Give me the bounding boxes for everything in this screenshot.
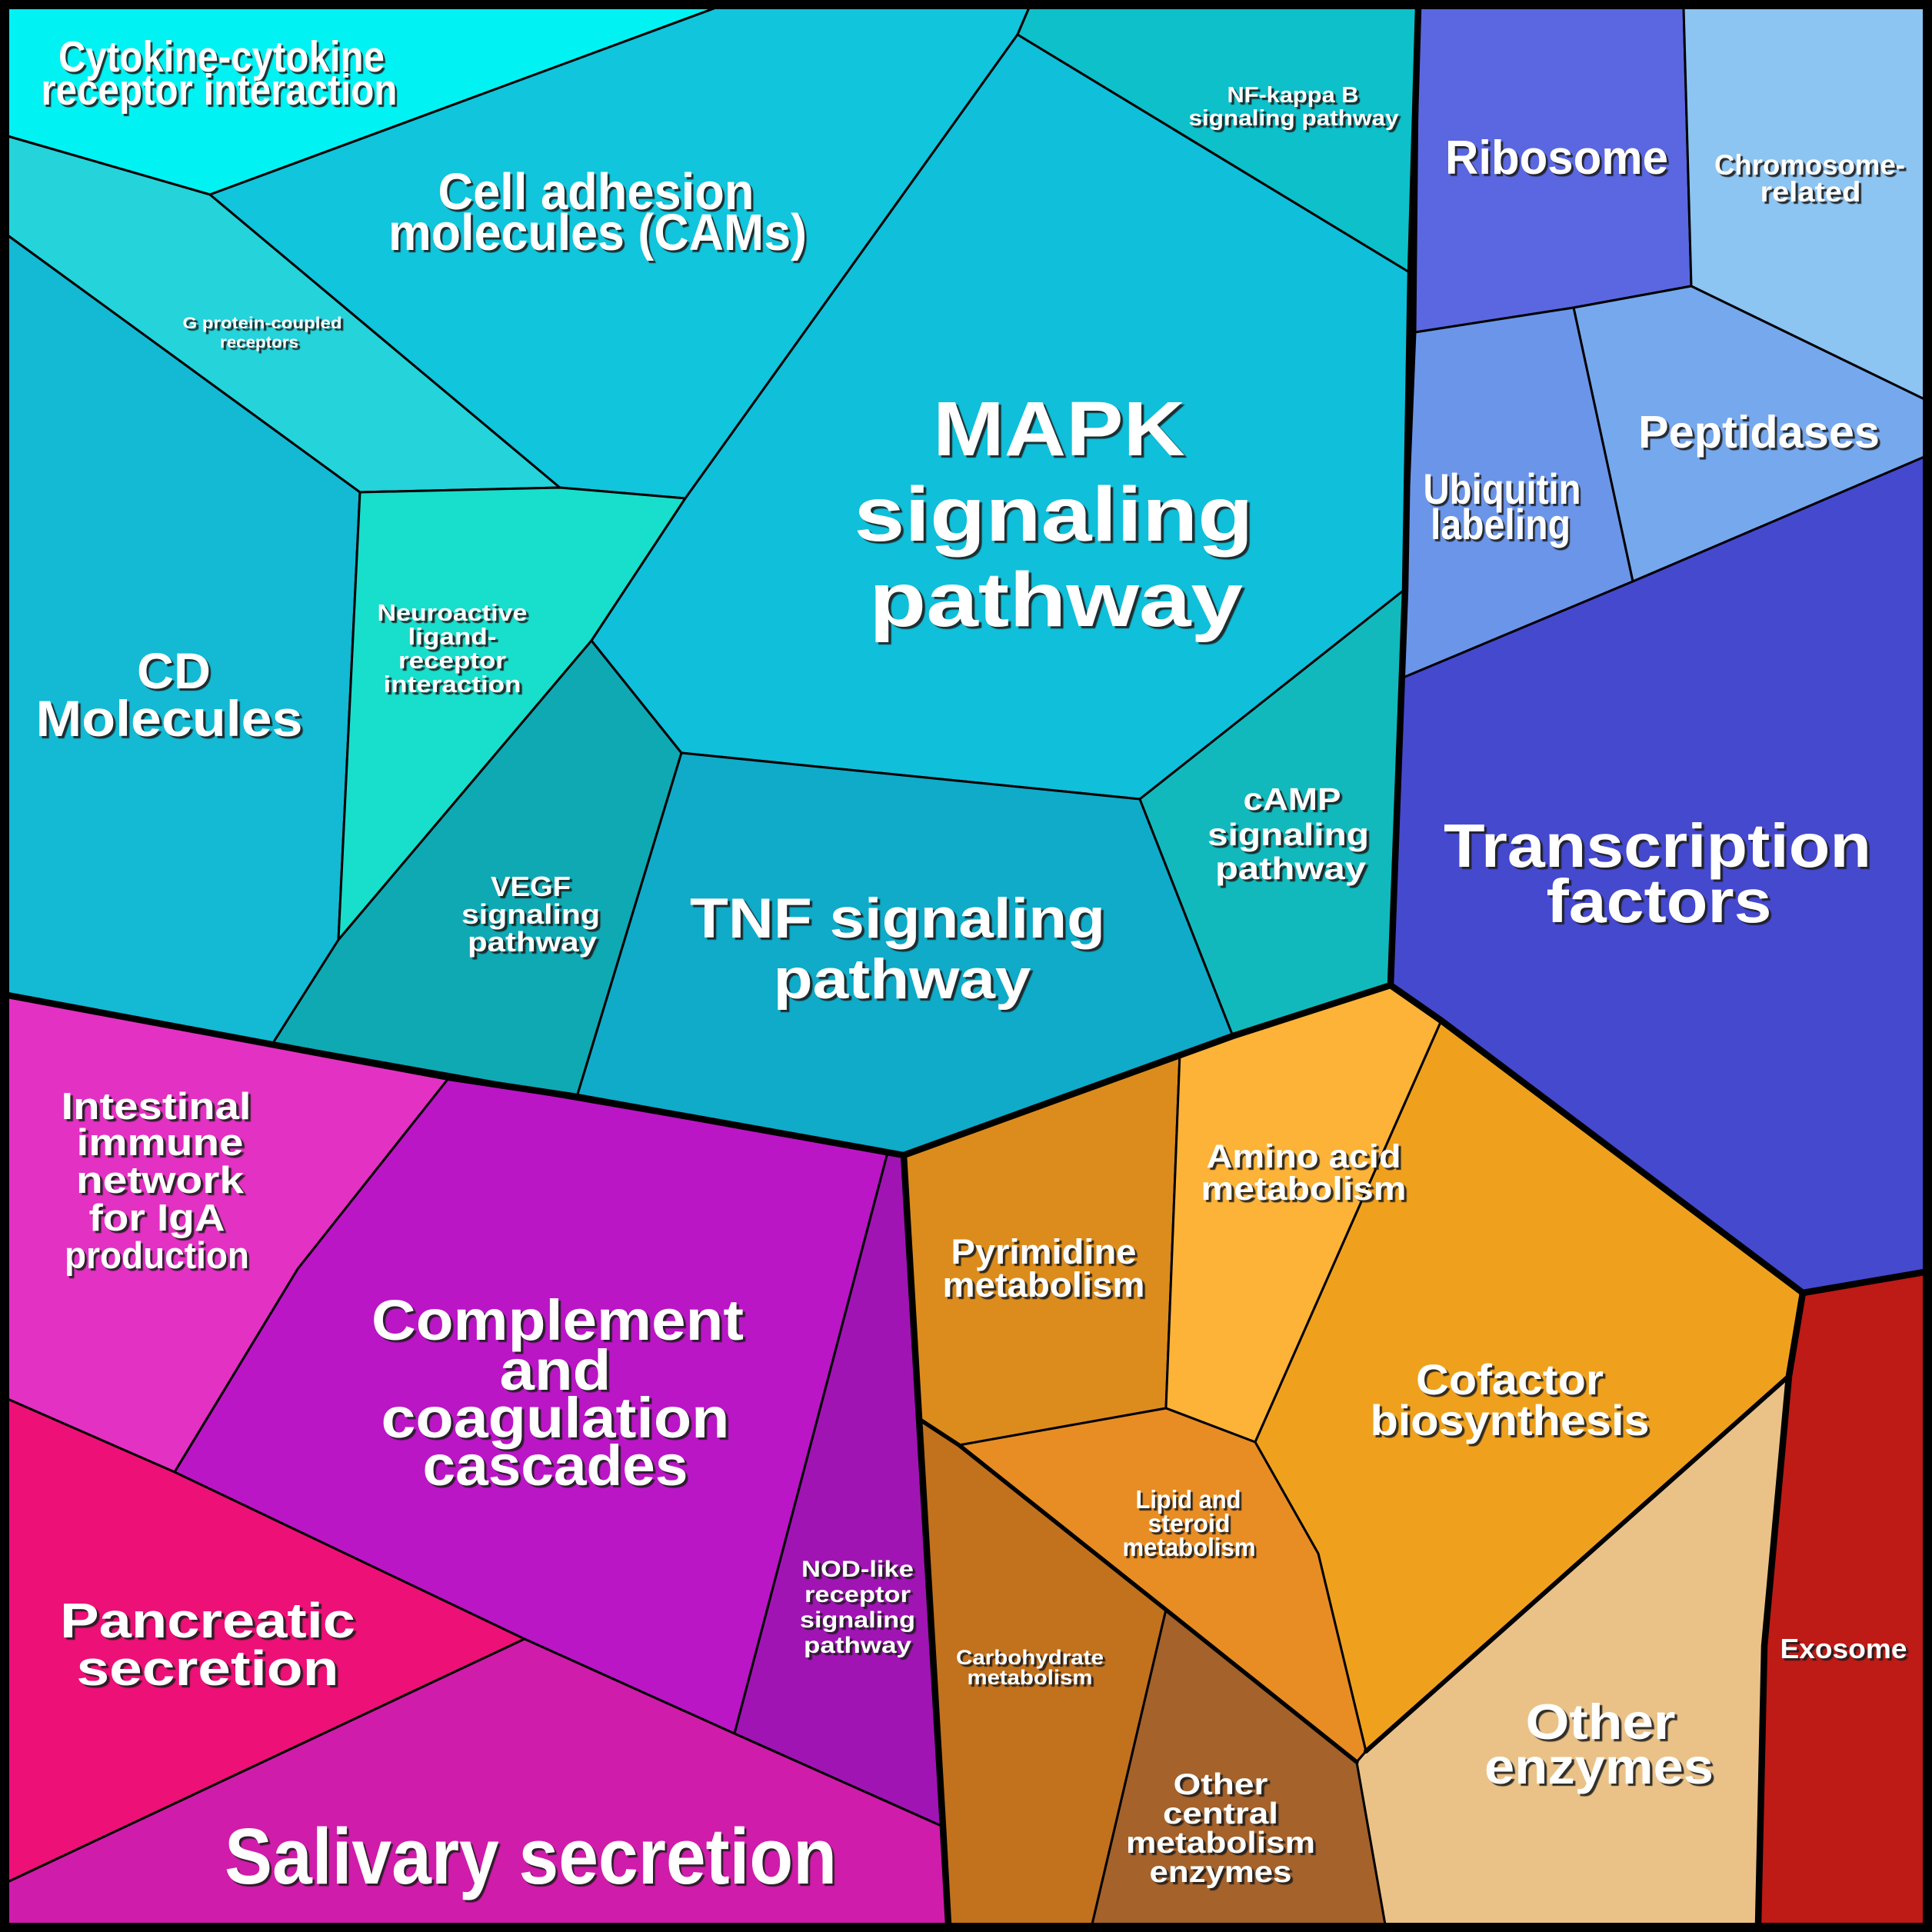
svg-text:ligand-: ligand- bbox=[408, 623, 497, 650]
svg-text:immune: immune bbox=[77, 1122, 244, 1164]
svg-text:metabolism: metabolism bbox=[943, 1265, 1145, 1304]
svg-text:metabolism: metabolism bbox=[1201, 1171, 1407, 1208]
svg-text:and: and bbox=[500, 1338, 611, 1402]
svg-text:Carbohydrate: Carbohydrate bbox=[956, 1646, 1104, 1669]
svg-text:cascades: cascades bbox=[423, 1434, 688, 1497]
svg-text:secretion: secretion bbox=[77, 1641, 339, 1696]
svg-text:metabolism: metabolism bbox=[1126, 1827, 1315, 1860]
svg-text:Amino acid: Amino acid bbox=[1207, 1138, 1401, 1175]
svg-text:Other: Other bbox=[1526, 1694, 1676, 1750]
svg-text:TNF signaling: TNF signaling bbox=[690, 888, 1105, 950]
svg-text:receptor: receptor bbox=[804, 1582, 911, 1607]
svg-text:G protein-coupled: G protein-coupled bbox=[183, 315, 342, 332]
svg-text:pathway: pathway bbox=[1215, 851, 1366, 886]
svg-text:cAMP: cAMP bbox=[1244, 781, 1341, 817]
svg-text:Ubiquitin: Ubiquitin bbox=[1424, 465, 1581, 513]
svg-text:pathway: pathway bbox=[869, 557, 1243, 643]
svg-text:receptor: receptor bbox=[398, 647, 506, 674]
svg-text:biosynthesis: biosynthesis bbox=[1371, 1396, 1650, 1444]
svg-text:enzymes: enzymes bbox=[1150, 1856, 1292, 1889]
svg-text:signaling pathway: signaling pathway bbox=[1189, 106, 1399, 131]
svg-text:steroid: steroid bbox=[1148, 1509, 1231, 1537]
svg-text:pathway: pathway bbox=[774, 948, 1031, 1011]
svg-text:Exosome: Exosome bbox=[1780, 1633, 1907, 1664]
svg-text:Pancreatic: Pancreatic bbox=[60, 1593, 355, 1648]
svg-text:Salivary secretion: Salivary secretion bbox=[225, 1812, 837, 1900]
svg-text:interaction: interaction bbox=[384, 671, 521, 698]
svg-text:Chromosome-: Chromosome- bbox=[1714, 149, 1905, 181]
svg-text:signaling: signaling bbox=[854, 471, 1254, 558]
svg-text:pathway: pathway bbox=[804, 1633, 911, 1658]
svg-text:enzymes: enzymes bbox=[1484, 1738, 1714, 1794]
svg-text:MAPK: MAPK bbox=[933, 386, 1185, 472]
svg-text:receptor interaction: receptor interaction bbox=[42, 65, 398, 115]
svg-text:coagulation: coagulation bbox=[381, 1386, 730, 1450]
svg-text:metabolism: metabolism bbox=[1123, 1533, 1256, 1561]
svg-text:Peptidases: Peptidases bbox=[1638, 407, 1880, 458]
svg-text:NOD-like: NOD-like bbox=[801, 1557, 914, 1582]
svg-text:Pyrimidine: Pyrimidine bbox=[951, 1232, 1137, 1271]
svg-text:NF-kappa B: NF-kappa B bbox=[1227, 83, 1359, 108]
svg-text:Neuroactive: Neuroactive bbox=[378, 599, 528, 626]
svg-text:pathway: pathway bbox=[468, 926, 597, 958]
svg-text:Ribosome: Ribosome bbox=[1445, 132, 1668, 185]
svg-text:Complement: Complement bbox=[371, 1288, 744, 1352]
svg-text:Cytokine-cytokine: Cytokine-cytokine bbox=[58, 32, 385, 82]
svg-text:Other: Other bbox=[1174, 1768, 1268, 1801]
svg-text:Cell adhesion: Cell adhesion bbox=[438, 163, 754, 221]
svg-text:receptors: receptors bbox=[220, 334, 298, 351]
svg-text:signaling: signaling bbox=[800, 1607, 915, 1633]
svg-text:central: central bbox=[1163, 1797, 1278, 1830]
svg-text:signaling: signaling bbox=[1208, 817, 1369, 852]
svg-text:signaling: signaling bbox=[461, 898, 600, 930]
svg-text:related: related bbox=[1760, 176, 1861, 208]
svg-text:production: production bbox=[65, 1235, 249, 1277]
svg-text:network: network bbox=[76, 1160, 245, 1201]
svg-text:Transcription: Transcription bbox=[1444, 811, 1871, 880]
svg-text:Lipid and: Lipid and bbox=[1136, 1485, 1241, 1514]
svg-text:Molecules: Molecules bbox=[36, 690, 303, 747]
svg-text:CD: CD bbox=[137, 642, 211, 699]
svg-text:Intestinal: Intestinal bbox=[62, 1086, 251, 1128]
svg-text:Cofactor: Cofactor bbox=[1416, 1355, 1604, 1404]
svg-text:metabolism: metabolism bbox=[968, 1666, 1093, 1689]
svg-text:molecules (CAMs): molecules (CAMs) bbox=[388, 204, 807, 261]
svg-text:labeling: labeling bbox=[1431, 500, 1571, 548]
svg-text:VEGF: VEGF bbox=[491, 871, 571, 902]
svg-text:for IgA: for IgA bbox=[89, 1198, 225, 1239]
svg-text:factors: factors bbox=[1547, 867, 1772, 935]
